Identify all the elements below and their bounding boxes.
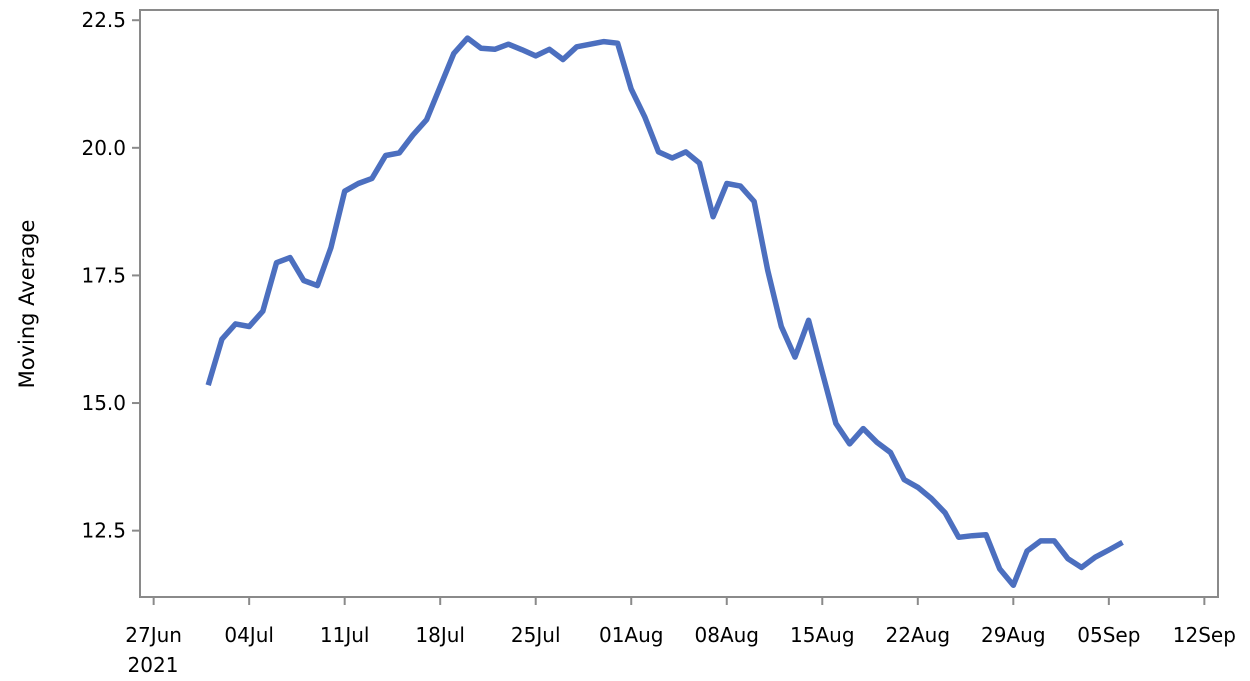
- y-tick-label: 20.0: [81, 136, 126, 160]
- x-axis: 27Jun 04Jul 11Jul 18Jul 25Jul 01Aug 08Aug 15Aug…: [125, 597, 1236, 647]
- x-tick-label: 27Jun: [125, 623, 182, 647]
- x-tick-label: 11Jul: [320, 623, 370, 647]
- x-tick-label: 18Jul: [415, 623, 465, 647]
- y-tick-label: 22.5: [81, 8, 126, 32]
- y-tick-label: 12.5: [81, 519, 126, 543]
- x-tick-label: 22Aug: [886, 623, 951, 647]
- y-axis: 12.5 15.0 17.5 20.0 22.5: [81, 8, 140, 543]
- plot-frame: [139, 9, 1219, 598]
- y-axis-title: Moving Average: [15, 220, 39, 389]
- x-tick-label: 25Jul: [511, 623, 561, 647]
- x-tick-label: 01Aug: [599, 623, 664, 647]
- x-tick-label: 05Sep: [1077, 623, 1140, 647]
- y-tick-label: 15.0: [81, 391, 126, 415]
- x-tick-label: 08Aug: [695, 623, 760, 647]
- x-tick-label: 04Jul: [224, 623, 274, 647]
- x-tick-label: 29Aug: [981, 623, 1046, 647]
- x-tick-label: 12Sep: [1173, 623, 1236, 647]
- moving-average-line: [205, 35, 1124, 589]
- x-axis-year-label: 2021: [128, 653, 179, 677]
- y-tick-label: 17.5: [81, 263, 126, 287]
- x-tick-label: 15Aug: [790, 623, 855, 647]
